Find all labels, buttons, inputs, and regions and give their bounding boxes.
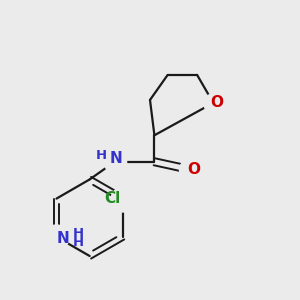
Text: O: O — [187, 162, 200, 177]
Text: O: O — [210, 95, 223, 110]
Text: Cl: Cl — [104, 191, 120, 206]
Text: H: H — [72, 236, 83, 249]
Text: H: H — [95, 149, 106, 162]
Text: N: N — [57, 231, 69, 246]
Text: N: N — [110, 151, 122, 166]
Text: H: H — [72, 227, 83, 240]
